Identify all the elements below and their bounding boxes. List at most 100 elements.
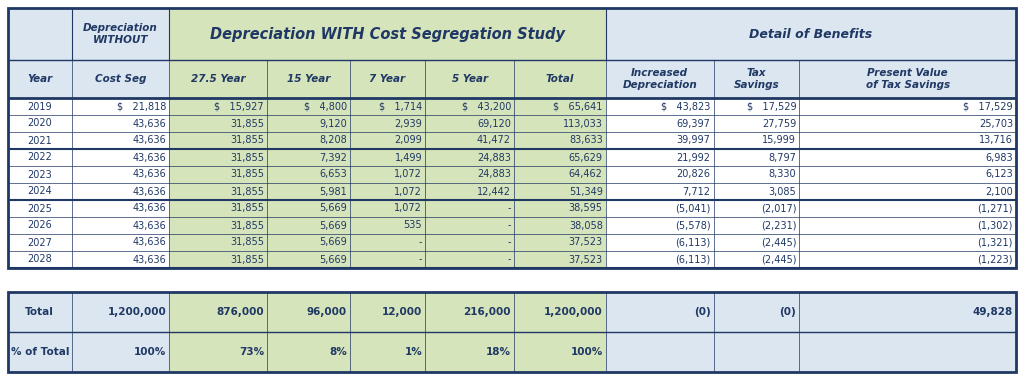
Text: (2,445): (2,445) (761, 238, 797, 247)
Text: 25,703: 25,703 (979, 119, 1013, 128)
Text: $   43,200: $ 43,200 (462, 101, 511, 111)
Text: 43,636: 43,636 (132, 169, 166, 179)
Text: Total: Total (546, 74, 574, 84)
Text: 31,855: 31,855 (230, 119, 264, 128)
Text: 20,826: 20,826 (677, 169, 711, 179)
Text: Depreciation WITH Cost Segregation Study: Depreciation WITH Cost Segregation Study (210, 27, 565, 41)
Bar (169, 98, 606, 115)
Text: 2026: 2026 (28, 220, 52, 231)
Text: 31,855: 31,855 (230, 255, 264, 264)
Text: 1,499: 1,499 (394, 152, 422, 163)
Text: 1,200,000: 1,200,000 (108, 307, 166, 317)
Text: 18%: 18% (486, 347, 511, 357)
Text: 2024: 2024 (28, 187, 52, 196)
Bar (169, 200, 606, 217)
Text: 43,636: 43,636 (132, 119, 166, 128)
Text: 51,349: 51,349 (569, 187, 603, 196)
Text: 43,636: 43,636 (132, 152, 166, 163)
Text: $   1,714: $ 1,714 (379, 101, 422, 111)
Text: 39,997: 39,997 (677, 136, 711, 146)
Text: 69,397: 69,397 (677, 119, 711, 128)
Bar (169, 166, 606, 183)
Bar (8, 234, 169, 251)
Text: 49,828: 49,828 (973, 307, 1013, 317)
Text: 43,636: 43,636 (132, 187, 166, 196)
Text: Increased
Depreciation: Increased Depreciation (623, 68, 697, 90)
Text: 69,120: 69,120 (477, 119, 511, 128)
Bar (606, 217, 1016, 234)
Text: $   15,927: $ 15,927 (214, 101, 264, 111)
Text: 1,072: 1,072 (394, 187, 422, 196)
Bar (8, 183, 169, 200)
Bar (169, 234, 606, 251)
Text: 65,629: 65,629 (568, 152, 603, 163)
Text: 100%: 100% (134, 347, 166, 357)
Text: 5,669: 5,669 (318, 220, 347, 231)
Bar (169, 115, 606, 132)
Text: 15 Year: 15 Year (287, 74, 330, 84)
Text: 2,939: 2,939 (394, 119, 422, 128)
Bar (169, 132, 606, 149)
Text: 8,208: 8,208 (318, 136, 347, 146)
Bar (606, 149, 1016, 166)
Text: 7 Year: 7 Year (370, 74, 406, 84)
Text: (5,041): (5,041) (675, 204, 711, 214)
Text: 21,992: 21,992 (677, 152, 711, 163)
Text: 43,636: 43,636 (132, 204, 166, 214)
Text: -: - (508, 204, 511, 214)
Text: 5,669: 5,669 (318, 255, 347, 264)
Bar (169, 60, 606, 98)
Text: 5 Year: 5 Year (452, 74, 487, 84)
Text: 6,123: 6,123 (985, 169, 1013, 179)
Text: 2,100: 2,100 (985, 187, 1013, 196)
Text: 15,999: 15,999 (763, 136, 797, 146)
Text: 876,000: 876,000 (216, 307, 264, 317)
Text: 2022: 2022 (28, 152, 52, 163)
Bar (606, 132, 1016, 149)
Bar (169, 183, 606, 200)
Text: Total: Total (26, 307, 54, 317)
Bar (8, 217, 169, 234)
Text: Detail of Benefits: Detail of Benefits (750, 27, 872, 41)
Bar (606, 115, 1016, 132)
Bar (169, 149, 606, 166)
Text: Depreciation
WITHOUT: Depreciation WITHOUT (83, 23, 158, 45)
Text: 24,883: 24,883 (477, 169, 511, 179)
Text: (1,321): (1,321) (978, 238, 1013, 247)
Text: 1,072: 1,072 (394, 169, 422, 179)
Text: -: - (508, 238, 511, 247)
Text: (1,271): (1,271) (978, 204, 1013, 214)
Text: 43,636: 43,636 (132, 238, 166, 247)
Text: 24,883: 24,883 (477, 152, 511, 163)
Text: 2025: 2025 (28, 204, 52, 214)
Text: $   21,818: $ 21,818 (117, 101, 166, 111)
Bar (606, 251, 1016, 268)
Bar (606, 234, 1016, 251)
Text: $   4,800: $ 4,800 (303, 101, 347, 111)
Text: $   65,641: $ 65,641 (553, 101, 603, 111)
Text: -: - (508, 255, 511, 264)
Bar (8, 115, 169, 132)
Text: 31,855: 31,855 (230, 169, 264, 179)
Bar (8, 60, 169, 98)
Bar (606, 292, 1016, 332)
Bar (8, 8, 1016, 268)
Text: 43,636: 43,636 (132, 255, 166, 264)
Text: 8,797: 8,797 (768, 152, 797, 163)
Text: 41,472: 41,472 (477, 136, 511, 146)
Bar (8, 98, 169, 115)
Text: Present Value
of Tax Savings: Present Value of Tax Savings (865, 68, 949, 90)
Text: $   17,529: $ 17,529 (746, 101, 797, 111)
Bar (606, 166, 1016, 183)
Text: 7,392: 7,392 (318, 152, 347, 163)
Text: 31,855: 31,855 (230, 204, 264, 214)
Text: 2023: 2023 (28, 169, 52, 179)
Bar (8, 292, 1016, 372)
Bar (169, 332, 606, 372)
Text: 6,653: 6,653 (318, 169, 347, 179)
Text: 96,000: 96,000 (306, 307, 347, 317)
Text: 43,636: 43,636 (132, 220, 166, 231)
Text: Cost Seg: Cost Seg (94, 74, 146, 84)
Text: 100%: 100% (570, 347, 603, 357)
Bar (8, 8, 169, 60)
